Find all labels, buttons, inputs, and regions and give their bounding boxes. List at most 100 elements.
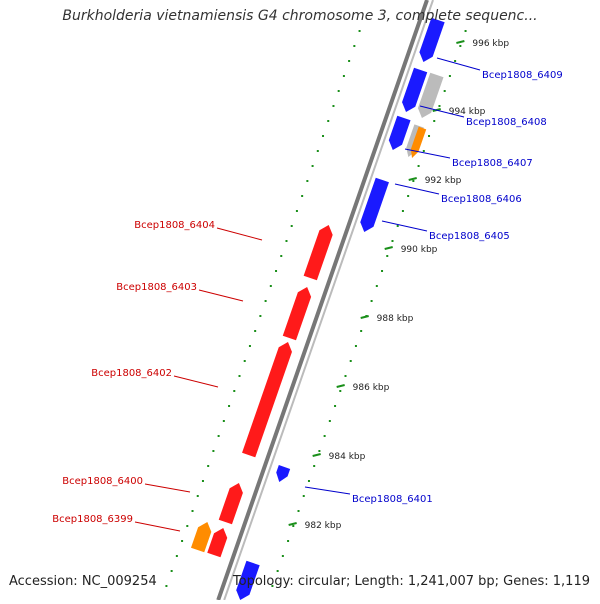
inner-dotted-track-dot — [328, 420, 331, 422]
inner-dotted-track-dot — [292, 525, 295, 527]
scale-tick — [384, 246, 393, 250]
inner-dotted-track-dot — [287, 540, 290, 542]
gene-bcep1808-6403 — [282, 287, 312, 341]
scale-tick-label: 982 kbp — [305, 521, 342, 531]
inner-dotted-track-dot — [334, 405, 337, 407]
inner-dotted-track-dot — [381, 270, 384, 272]
gene-label-forward: Bcep1808_6403 — [116, 282, 197, 293]
inner-dotted-track-dot — [438, 105, 441, 107]
scale-tick-label: 984 kbp — [329, 452, 366, 462]
outer-dotted-track-dot — [275, 270, 278, 272]
leader-line — [394, 183, 440, 195]
gene-label-forward: Bcep1808_6404 — [134, 220, 215, 231]
scale-tick — [360, 315, 369, 319]
leader-line — [216, 227, 263, 241]
outer-dotted-track-dot — [342, 75, 345, 77]
gene-label-reverse: Bcep1808_6406 — [441, 194, 522, 205]
outer-dotted-track-dot — [358, 30, 361, 32]
scale-ticks: 982 kbp 984 kbp 986 kbp 988 kbp 990 kbp 992 k… — [288, 39, 509, 531]
scale-tick — [456, 40, 465, 44]
gene-label-reverse: Bcep1808_6407 — [452, 158, 533, 169]
inner-dotted-track-dot — [307, 480, 310, 482]
accession-text: Accession: NC_009254 — [9, 574, 157, 589]
dotted-tracks — [165, 30, 467, 587]
inner-dotted-track-dot — [428, 135, 431, 137]
outer-dotted-track-dot — [170, 570, 173, 572]
scale-tick — [336, 384, 345, 388]
gene-bcep1808-6409 — [402, 67, 428, 112]
inner-dotted-track-dot — [360, 330, 363, 332]
outer-dotted-track-dot — [322, 135, 325, 137]
outer-dotted-track-dot — [201, 480, 204, 482]
inner-dotted-track-dot — [302, 495, 305, 497]
leader-line — [404, 148, 451, 159]
gene-labels: Bcep1808_6404 Bcep1808_6403 Bcep1808_6402 B… — [52, 57, 563, 532]
inner-dotted-track-dot — [454, 60, 457, 62]
gene-label-reverse: Bcep1808_6408 — [466, 117, 547, 128]
outer-dotted-track-dot — [332, 105, 335, 107]
outer-dotted-track-dot — [165, 585, 168, 587]
outer-dotted-track-dot — [306, 180, 309, 182]
inner-dotted-track-dot — [417, 165, 420, 167]
inner-dotted-track-dot — [391, 240, 394, 242]
outer-dotted-track-dot — [217, 435, 220, 437]
gene-label-forward: Bcep1808_6402 — [91, 368, 172, 379]
inner-dotted-track-dot — [271, 585, 274, 587]
leader-line — [144, 483, 191, 493]
outer-dotted-track-dot — [222, 420, 225, 422]
gene-bcep1808-6402 — [242, 342, 292, 458]
gene-bcep1808-6400 — [218, 483, 243, 525]
scale-tick-label: 994 kbp — [449, 107, 486, 117]
outer-dotted-track-dot — [243, 360, 246, 362]
leader-line — [173, 375, 219, 388]
inner-dotted-track-dot — [407, 195, 410, 197]
leader-line — [134, 521, 181, 532]
outer-dotted-track-dot — [269, 285, 272, 287]
scale-tick-label: 996 kbp — [472, 39, 509, 49]
gene-blue-top — [419, 17, 445, 62]
outer-dotted-track-dot — [228, 405, 231, 407]
inner-dotted-track-dot — [349, 360, 352, 362]
leader-line — [198, 289, 244, 302]
scale-tick-label: 990 kbp — [401, 245, 438, 255]
outer-dotted-track-dot — [248, 345, 251, 347]
outer-dotted-track-dot — [181, 540, 184, 542]
gene-label-reverse: Bcep1808_6405 — [429, 231, 510, 242]
leader-line — [419, 105, 465, 118]
outer-dotted-track-dot — [259, 315, 262, 317]
gene-bcep1808-6401 — [276, 465, 291, 482]
gene-bcep1808-6405 — [360, 177, 389, 232]
map-title: Burkholderia vietnamiensis G4 chromosome… — [62, 8, 538, 24]
genome-summary-text: Topology: circular; Length: 1,241,007 bp… — [232, 574, 590, 589]
gene-label-forward: Bcep1808_6400 — [62, 476, 143, 487]
inner-dotted-track-dot — [386, 255, 389, 257]
inner-dotted-track — [271, 30, 467, 587]
inner-dotted-track-dot — [313, 465, 316, 467]
outer-dotted-track-dot — [311, 165, 314, 167]
inner-dotted-track-dot — [459, 45, 462, 47]
inner-dotted-track-dot — [422, 150, 425, 152]
scale-tick — [288, 522, 297, 526]
gene-bcep1808-6404 — [303, 225, 333, 281]
outer-dotted-track-dot — [207, 465, 210, 467]
scale-tick-label: 986 kbp — [353, 383, 390, 393]
outer-dotted-track-dot — [337, 90, 340, 92]
scale-tick — [312, 453, 321, 457]
scale-tick — [408, 177, 417, 181]
scale-tick-label: 988 kbp — [377, 314, 414, 324]
gene-red-small — [207, 528, 228, 558]
backbone-edge — [223, 0, 434, 601]
inner-dotted-track-dot — [375, 285, 378, 287]
outer-dotted-track-dot — [191, 510, 194, 512]
outer-dotted-track-dot — [295, 210, 298, 212]
inner-dotted-track-dot — [281, 555, 284, 557]
gene-label-forward: Bcep1808_6399 — [52, 514, 133, 525]
leader-line — [436, 57, 481, 71]
inner-dotted-track-dot — [396, 225, 399, 227]
backbone-line — [216, 0, 429, 601]
inner-dotted-track-dot — [344, 375, 347, 377]
inner-dotted-track-dot — [443, 90, 446, 92]
gene-bcep1808-6407-blue — [388, 115, 411, 150]
outer-dotted-track-dot — [285, 240, 288, 242]
